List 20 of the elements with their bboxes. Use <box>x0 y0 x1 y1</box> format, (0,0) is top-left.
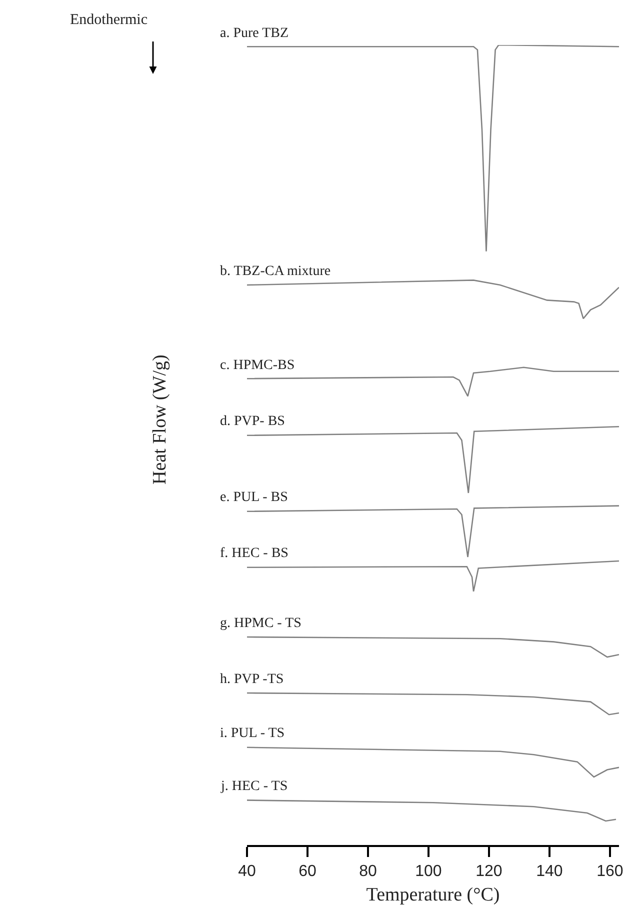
series-label: i. PUL - TS <box>220 726 285 741</box>
series-label: h. PVP -TS <box>220 672 284 687</box>
x-tick-label: 140 <box>536 862 563 880</box>
series-label: e. PUL - BS <box>220 490 288 505</box>
series-label: f. HEC - BS <box>220 546 288 561</box>
text: Endothermic <box>70 12 148 28</box>
x-tick-label: 40 <box>238 862 256 880</box>
series-label: b. TBZ-CA mixture <box>220 264 331 279</box>
y-axis-title: Heat Flow (W/g) <box>150 354 170 484</box>
x-tick-label: 160 <box>596 862 624 880</box>
series-label: c. HPMC-BS <box>220 358 295 373</box>
series-label: d. PVP- BS <box>220 414 285 429</box>
x-tick-label: 100 <box>415 862 442 880</box>
series-label: g. HPMC - TS <box>220 616 302 631</box>
x-tick-label: 80 <box>359 862 377 880</box>
x-axis-title: Temperature (°C) <box>366 884 500 906</box>
x-tick-label: 60 <box>298 862 316 880</box>
series-label: j. HEC - TS <box>220 779 288 794</box>
x-tick-label: 120 <box>476 862 502 880</box>
series-label: a. Pure TBZ <box>220 26 289 41</box>
